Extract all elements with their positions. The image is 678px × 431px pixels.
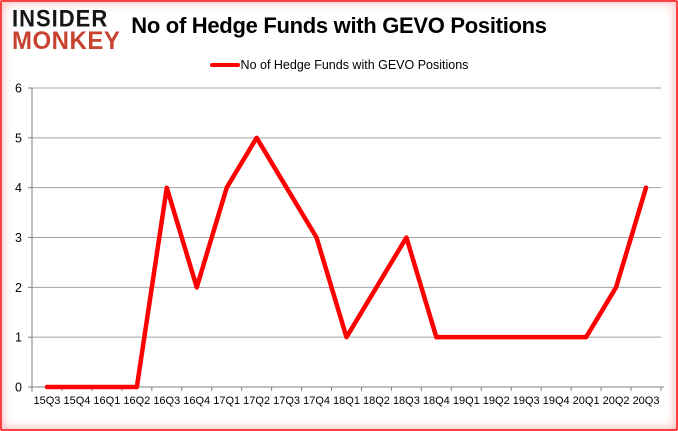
y-tick-label: 1 xyxy=(15,331,22,345)
y-tick-label: 5 xyxy=(15,131,22,145)
y-tick-label: 3 xyxy=(15,231,22,245)
x-tick-label: 19Q1 xyxy=(453,395,480,407)
x-tick-label: 20Q1 xyxy=(573,395,600,407)
logo-monkey-text: MONKEY xyxy=(12,27,121,56)
x-tick-label: 18Q4 xyxy=(423,395,450,407)
x-tick-label: 17Q3 xyxy=(273,395,300,407)
x-tick-label: 16Q4 xyxy=(183,395,210,407)
x-tick-label: 17Q2 xyxy=(243,395,270,407)
logo-insider-text: INSIDER xyxy=(12,4,109,32)
chart-legend: No of Hedge Funds with GEVO Positions xyxy=(0,58,678,72)
x-tick-label: 16Q2 xyxy=(123,395,150,407)
x-tick-label: 15Q3 xyxy=(34,395,61,407)
insider-monkey-logo: INSIDER MONKEY xyxy=(12,4,121,56)
y-tick-label: 0 xyxy=(15,381,22,395)
x-tick-label: 18Q2 xyxy=(363,395,390,407)
data-series-line xyxy=(44,135,649,390)
x-tick-label: 18Q1 xyxy=(333,395,360,407)
x-tick-label: 17Q4 xyxy=(303,395,330,407)
x-tick-label: 18Q3 xyxy=(393,395,420,407)
x-tick-label: 16Q1 xyxy=(93,395,120,407)
legend-label: No of Hedge Funds with GEVO Positions xyxy=(240,58,469,72)
legend-line-swatch xyxy=(209,63,240,67)
x-tick-label: 19Q2 xyxy=(483,395,510,407)
y-tick-label: 2 xyxy=(15,281,22,295)
x-tick-label: 20Q3 xyxy=(633,395,660,407)
x-tick-label: 19Q4 xyxy=(543,395,570,407)
y-tick-label: 6 xyxy=(15,82,22,96)
y-tick-label: 4 xyxy=(15,181,22,195)
x-tick-label: 19Q3 xyxy=(513,395,540,407)
x-tick-label: 20Q2 xyxy=(603,395,630,407)
x-tick-label: 16Q3 xyxy=(153,395,180,407)
x-tick-label: 15Q4 xyxy=(63,395,90,407)
x-tick-label: 17Q1 xyxy=(213,395,240,407)
chart-title: No of Hedge Funds with GEVO Positions xyxy=(131,13,547,38)
